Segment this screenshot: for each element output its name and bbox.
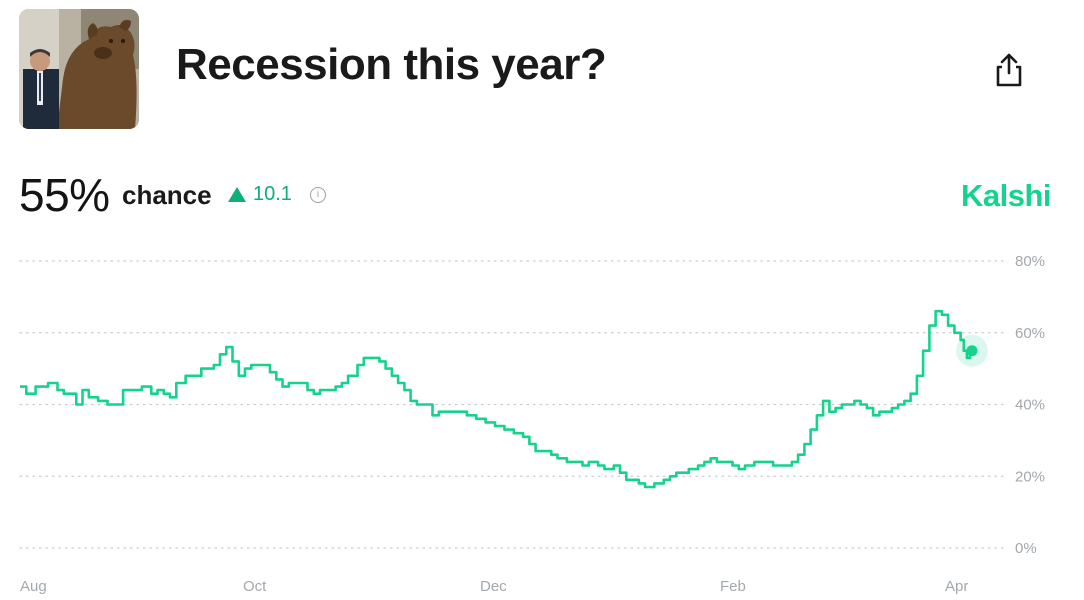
series-line <box>20 309 972 489</box>
x-tick-label: Feb <box>720 578 746 595</box>
delta-value: 10.1 <box>253 183 292 205</box>
y-tick-label: 80% <box>1015 253 1045 270</box>
x-tick-label: Apr <box>945 578 968 595</box>
chart-series <box>20 309 988 489</box>
up-triangle-icon <box>228 187 246 202</box>
share-button[interactable] <box>993 52 1025 88</box>
x-axis-labels: Aug Oct Dec Feb Apr <box>20 578 968 595</box>
probability-chart: 80% 60% 40% 20% 0% Aug Oct Dec Feb Apr <box>19 253 1045 595</box>
info-icon[interactable]: i <box>310 187 326 203</box>
y-tick-label: 20% <box>1015 468 1045 485</box>
y-tick-label: 60% <box>1015 325 1045 342</box>
y-tick-label: 40% <box>1015 397 1045 414</box>
x-tick-label: Dec <box>480 578 507 595</box>
probability-label: chance <box>122 180 212 210</box>
current-point[interactable] <box>966 345 978 357</box>
y-tick-label: 0% <box>1015 540 1037 557</box>
market-thumbnail <box>19 9 139 129</box>
x-tick-label: Oct <box>243 578 267 595</box>
probability-value: 55% <box>19 169 110 221</box>
chart-grid <box>19 260 1006 549</box>
x-tick-label: Aug <box>20 578 47 595</box>
y-axis-labels: 80% 60% 40% 20% 0% <box>1015 253 1045 557</box>
page-title: Recession this year? <box>176 40 607 89</box>
brand-logo: Kalshi <box>960 178 1052 213</box>
share-icon <box>996 53 1022 87</box>
